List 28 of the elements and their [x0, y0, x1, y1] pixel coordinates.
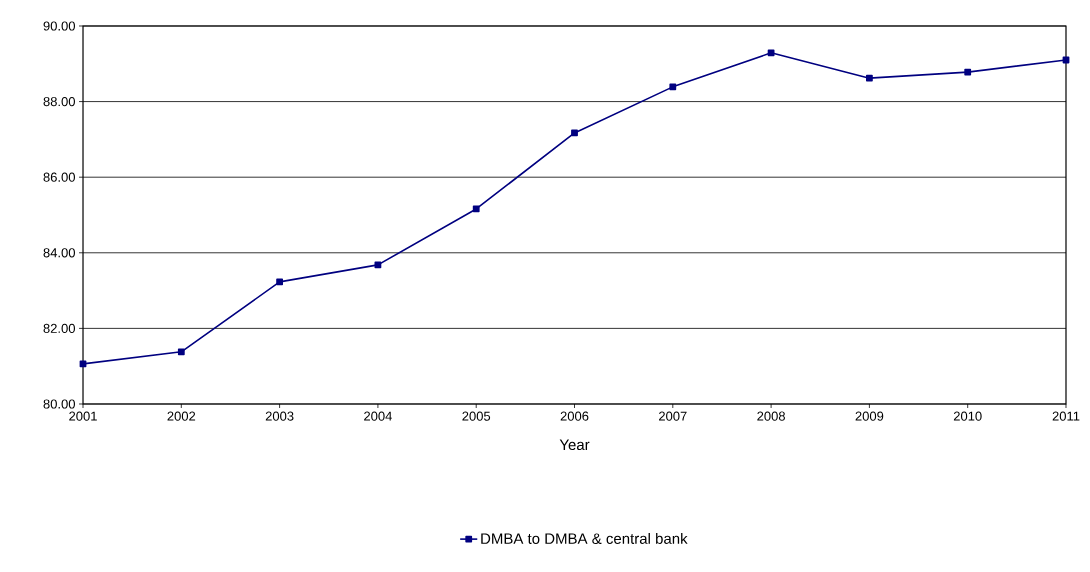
x-tick-label: 2007 [659, 411, 687, 421]
y-tick-label: 82.00 [43, 323, 75, 333]
y-tick-label: 90.00 [43, 21, 75, 31]
x-tick-label: 2011 [1052, 411, 1080, 421]
legend-label: DMBA to DMBA & central bank [481, 532, 688, 544]
x-tick-label: 2009 [855, 411, 884, 421]
y-tick-label: 80.00 [43, 399, 75, 409]
y-tick-label: 88.00 [43, 96, 75, 107]
y-tick-label: 86.00 [43, 172, 75, 182]
point [669, 83, 677, 91]
x-tick-label: 2010 [953, 411, 982, 421]
x-axis-title: Year [559, 439, 590, 451]
point [767, 49, 775, 57]
point [472, 205, 480, 213]
x-tick-label: 2004 [364, 411, 392, 421]
x-tick-label: 2006 [560, 411, 589, 421]
point [571, 129, 578, 137]
y-tick-label: 84.00 [43, 248, 75, 258]
point [276, 278, 284, 286]
x-tick-label: 2003 [265, 411, 294, 421]
x-tick-label: 2008 [757, 411, 785, 421]
point [374, 261, 382, 269]
point [177, 348, 185, 356]
x-tick-label: 2002 [167, 411, 196, 421]
point [964, 68, 972, 76]
x-tick-label: 2005 [462, 411, 491, 421]
point [866, 74, 873, 82]
x-tick-label: 2001 [69, 411, 97, 421]
